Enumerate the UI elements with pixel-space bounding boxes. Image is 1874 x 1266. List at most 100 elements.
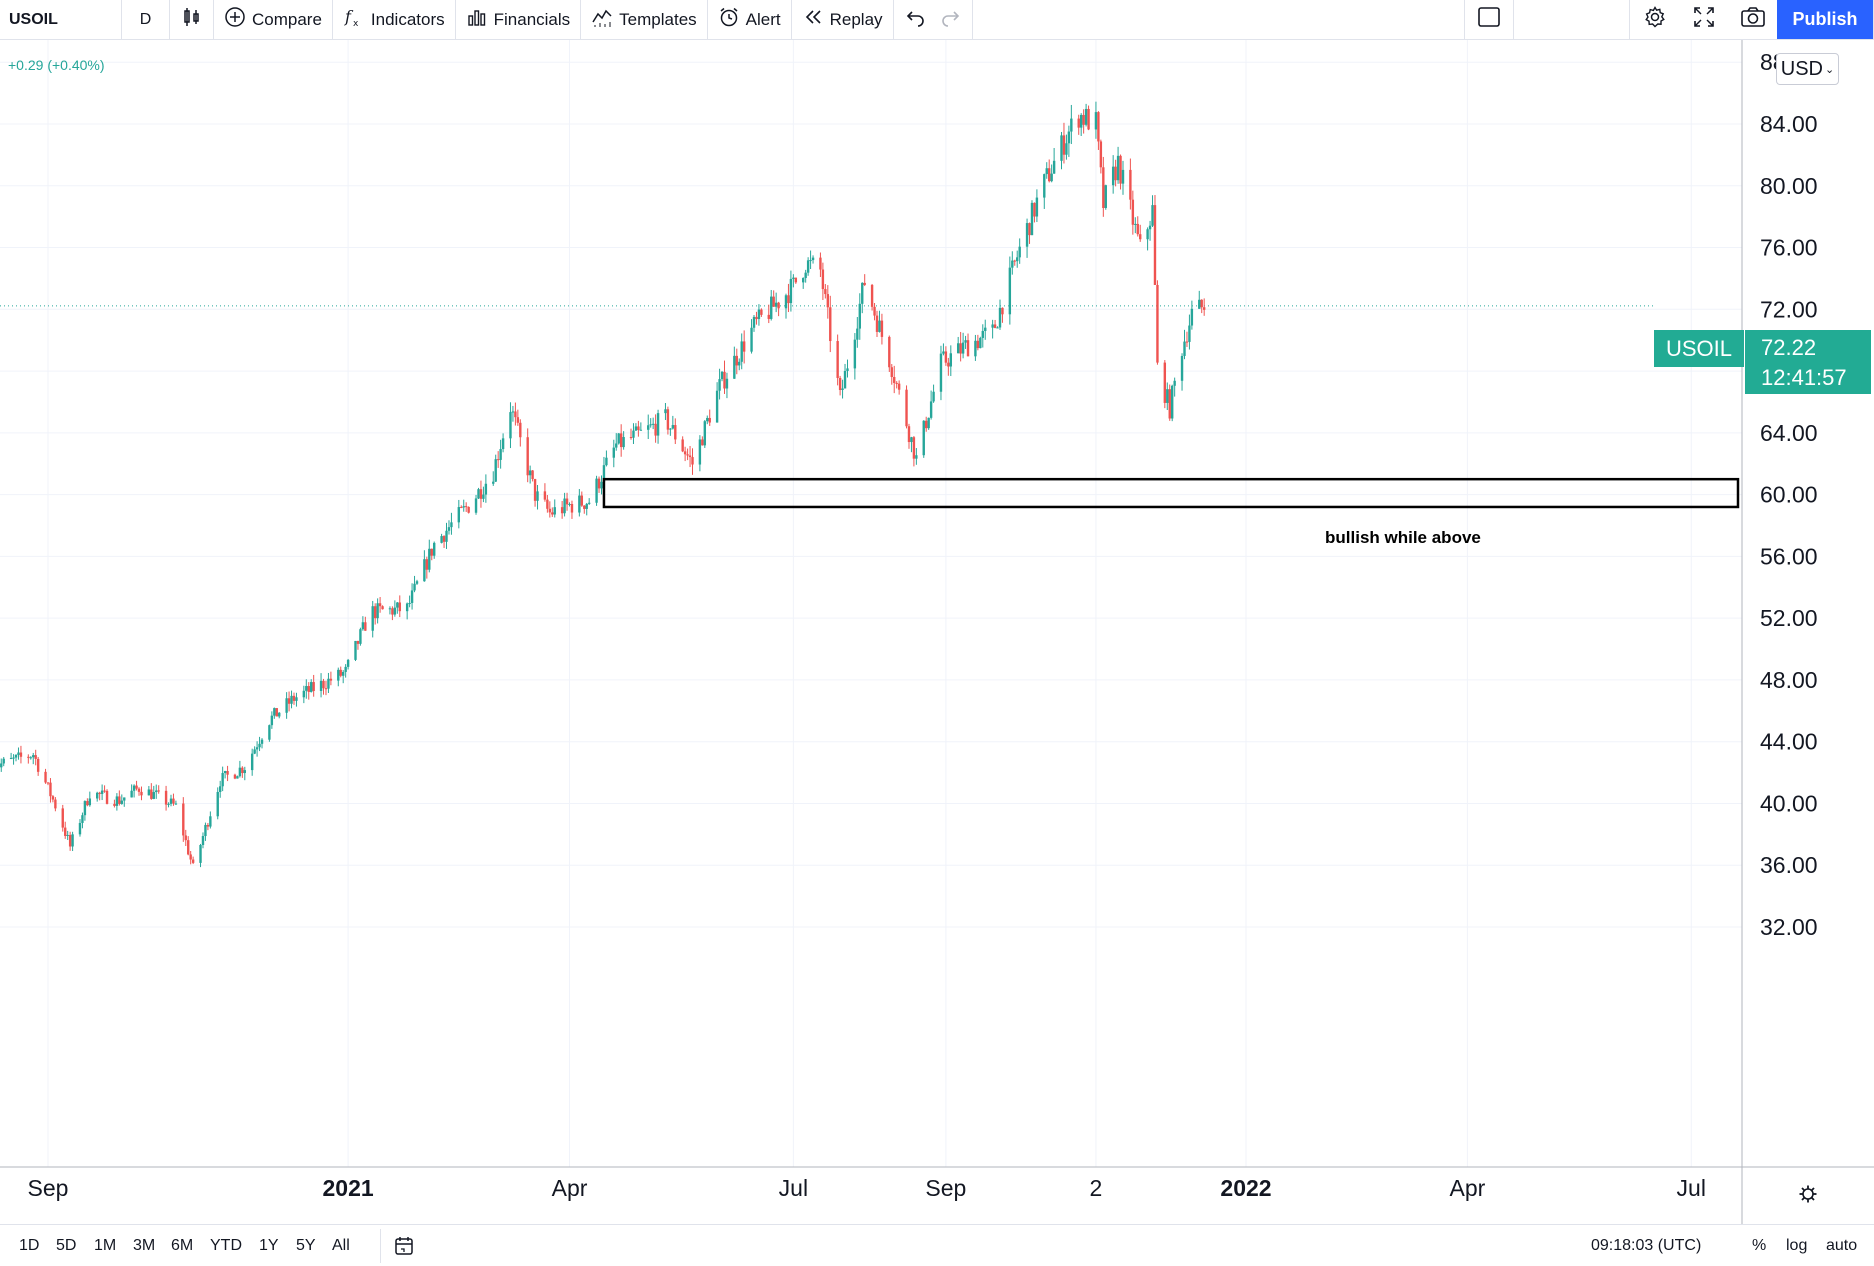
candle-body	[976, 340, 980, 349]
utc-clock[interactable]: 09:18:03 (UTC)	[1591, 1237, 1702, 1254]
candle-body	[1030, 202, 1034, 236]
redo-icon[interactable]	[940, 7, 960, 32]
range-1m[interactable]: 1M	[94, 1237, 117, 1254]
candle-body	[253, 749, 256, 754]
candle-body	[752, 316, 756, 328]
candle-body	[155, 790, 158, 793]
snapshot-button[interactable]	[1728, 0, 1777, 39]
candle-body	[123, 797, 126, 801]
settings-button[interactable]	[1630, 0, 1679, 39]
calendar-range-icon[interactable]	[393, 1235, 415, 1262]
candle-body	[457, 507, 461, 523]
candle-body	[44, 771, 47, 783]
candle-body	[1166, 389, 1169, 403]
alarm-clock-icon	[718, 6, 746, 33]
range-6m[interactable]: 6M	[171, 1237, 194, 1254]
range-1y[interactable]: 1Y	[259, 1237, 279, 1254]
candle-body	[494, 459, 497, 482]
range-5y[interactable]: 5Y	[296, 1237, 316, 1254]
candle-body	[755, 316, 758, 320]
interval-button[interactable]: D	[122, 0, 170, 39]
range-ytd[interactable]: YTD	[210, 1237, 242, 1254]
candle-body	[578, 495, 581, 513]
candle-body	[893, 377, 896, 383]
candle-body	[804, 272, 807, 279]
candle-body	[292, 695, 296, 701]
candle-body	[319, 680, 323, 691]
candle-body	[9, 757, 13, 759]
candle-body	[735, 355, 738, 366]
price-chart[interactable]: 32.00 36.00 40.00 44.00 48.00 52.00 56.00 60.00…	[0, 40, 1874, 1224]
candle-body	[1084, 108, 1088, 125]
candle-body	[706, 417, 709, 422]
candle-body	[1060, 135, 1063, 161]
compare-button[interactable]: Compare	[214, 0, 333, 39]
range-3m[interactable]: 3M	[133, 1237, 156, 1254]
candle-body	[789, 278, 793, 304]
alert-button[interactable]: Alert	[708, 0, 792, 39]
candle-body	[959, 343, 962, 354]
candle-body	[634, 426, 638, 431]
candle-body	[580, 495, 584, 506]
layout-button[interactable]	[1464, 0, 1514, 39]
candle-body	[861, 282, 864, 304]
chart-area[interactable]: 32.00 36.00 40.00 44.00 48.00 52.00 56.00 60.00…	[0, 40, 1874, 1224]
auto-toggle[interactable]: auto	[1826, 1237, 1858, 1254]
x-tick-label: Sep	[28, 1175, 69, 1201]
symbol-search-button[interactable]: USOIL	[0, 0, 122, 39]
x-tick-label: Apr	[1449, 1175, 1485, 1201]
y-tick-label: 36.00	[1760, 852, 1818, 878]
candle-body	[408, 602, 411, 604]
candle-body	[388, 608, 392, 610]
candle-body	[1104, 185, 1107, 208]
plus-circle-icon	[224, 6, 252, 33]
candle-body	[445, 530, 448, 542]
candle-body	[329, 678, 333, 681]
replay-button[interactable]: Replay	[792, 0, 894, 39]
candle-body	[615, 443, 618, 448]
candle-body	[1077, 118, 1080, 128]
candle-body	[344, 666, 347, 672]
candle-body	[811, 257, 815, 261]
undo-icon[interactable]	[906, 7, 926, 32]
candle-body	[509, 412, 512, 439]
candle-body	[838, 377, 842, 391]
candle-body	[683, 451, 687, 455]
range-5d[interactable]: 5D	[56, 1237, 77, 1254]
templates-button[interactable]: Templates	[581, 0, 708, 39]
chart-type-button[interactable]	[170, 0, 214, 39]
candle-body	[484, 483, 488, 495]
candle-body	[856, 328, 859, 340]
currency-select[interactable]: USD ⌄	[1776, 53, 1839, 85]
candle-body	[548, 508, 552, 513]
zone-annotation[interactable]: bullish while above	[1325, 528, 1481, 547]
candle-body	[787, 295, 790, 304]
candle-body	[398, 602, 401, 612]
candle-body	[1119, 155, 1122, 184]
axis-settings-gear-icon	[1802, 1188, 1814, 1200]
candle-body	[792, 277, 795, 279]
candle-body	[1111, 166, 1115, 186]
range-1d[interactable]: 1D	[19, 1237, 40, 1254]
candle-body	[378, 603, 382, 607]
candle-body	[996, 327, 999, 329]
candle-body	[255, 747, 259, 750]
candle-body	[993, 324, 997, 328]
range-all[interactable]: All	[332, 1237, 350, 1254]
y-tick-label: 40.00	[1760, 790, 1818, 816]
log-toggle[interactable]: log	[1786, 1237, 1808, 1254]
financials-button[interactable]: Financials	[456, 0, 582, 39]
fullscreen-button[interactable]	[1679, 0, 1728, 39]
publish-button[interactable]: Publish	[1777, 0, 1874, 39]
candle-body	[551, 512, 554, 515]
candle-body	[1013, 260, 1016, 262]
candle-body	[12, 757, 15, 759]
candle-body	[233, 774, 237, 779]
alert-label: Alert	[745, 9, 781, 29]
candle-body	[302, 690, 306, 698]
percent-toggle[interactable]: %	[1752, 1237, 1767, 1254]
candle-body	[974, 340, 977, 357]
candle-body	[595, 478, 598, 503]
